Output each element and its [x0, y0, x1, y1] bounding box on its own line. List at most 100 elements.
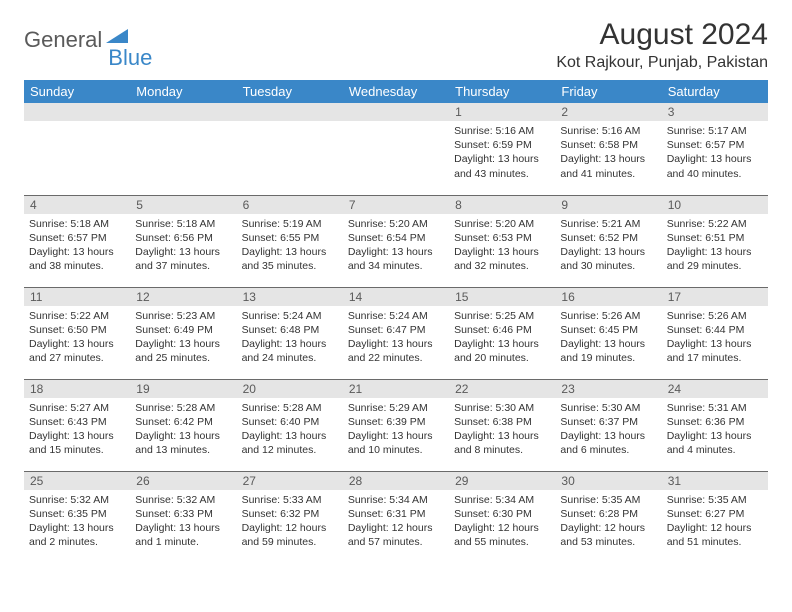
daylight-text: Daylight: 13 hours and 24 minutes. [242, 337, 338, 365]
day-cell: 19Sunrise: 5:28 AMSunset: 6:42 PMDayligh… [130, 379, 236, 471]
sunset-text: Sunset: 6:45 PM [560, 323, 656, 337]
sunrise-text: Sunrise: 5:25 AM [454, 309, 550, 323]
day-cell: 24Sunrise: 5:31 AMSunset: 6:36 PMDayligh… [662, 379, 768, 471]
daylight-text: Daylight: 13 hours and 8 minutes. [454, 429, 550, 457]
sunset-text: Sunset: 6:28 PM [560, 507, 656, 521]
sunrise-text: Sunrise: 5:21 AM [560, 217, 656, 231]
weekday-header: Thursday [449, 80, 555, 103]
day-number [343, 103, 449, 121]
logo-text-blue: Blue [108, 45, 152, 71]
sunset-text: Sunset: 6:30 PM [454, 507, 550, 521]
week-row: 4Sunrise: 5:18 AMSunset: 6:57 PMDaylight… [24, 195, 768, 287]
sunrise-text: Sunrise: 5:24 AM [242, 309, 338, 323]
daylight-text: Daylight: 13 hours and 40 minutes. [667, 152, 763, 180]
sunrise-text: Sunrise: 5:26 AM [667, 309, 763, 323]
sunrise-text: Sunrise: 5:17 AM [667, 124, 763, 138]
day-details: Sunrise: 5:28 AMSunset: 6:42 PMDaylight:… [130, 398, 236, 462]
sunset-text: Sunset: 6:46 PM [454, 323, 550, 337]
sunset-text: Sunset: 6:56 PM [135, 231, 231, 245]
day-number: 27 [237, 472, 343, 490]
day-details: Sunrise: 5:16 AMSunset: 6:59 PMDaylight:… [449, 121, 555, 185]
day-number [24, 103, 130, 121]
sunset-text: Sunset: 6:54 PM [348, 231, 444, 245]
daylight-text: Daylight: 12 hours and 55 minutes. [454, 521, 550, 549]
day-number: 8 [449, 196, 555, 214]
day-number: 1 [449, 103, 555, 121]
day-number: 31 [662, 472, 768, 490]
day-number: 22 [449, 380, 555, 398]
daylight-text: Daylight: 13 hours and 34 minutes. [348, 245, 444, 273]
sunrise-text: Sunrise: 5:20 AM [454, 217, 550, 231]
day-cell: 4Sunrise: 5:18 AMSunset: 6:57 PMDaylight… [24, 195, 130, 287]
day-number: 12 [130, 288, 236, 306]
sunset-text: Sunset: 6:42 PM [135, 415, 231, 429]
weekday-header: Tuesday [237, 80, 343, 103]
sunrise-text: Sunrise: 5:20 AM [348, 217, 444, 231]
day-cell: 11Sunrise: 5:22 AMSunset: 6:50 PMDayligh… [24, 287, 130, 379]
daylight-text: Daylight: 13 hours and 38 minutes. [29, 245, 125, 273]
sunrise-text: Sunrise: 5:32 AM [29, 493, 125, 507]
header: General Blue August 2024 Kot Rajkour, Pu… [24, 18, 768, 72]
sunset-text: Sunset: 6:49 PM [135, 323, 231, 337]
daylight-text: Daylight: 13 hours and 13 minutes. [135, 429, 231, 457]
day-details: Sunrise: 5:22 AMSunset: 6:50 PMDaylight:… [24, 306, 130, 370]
sunset-text: Sunset: 6:44 PM [667, 323, 763, 337]
day-details: Sunrise: 5:19 AMSunset: 6:55 PMDaylight:… [237, 214, 343, 278]
day-cell [237, 103, 343, 195]
week-row: 25Sunrise: 5:32 AMSunset: 6:35 PMDayligh… [24, 471, 768, 563]
sunset-text: Sunset: 6:40 PM [242, 415, 338, 429]
sunrise-text: Sunrise: 5:34 AM [348, 493, 444, 507]
sunset-text: Sunset: 6:57 PM [667, 138, 763, 152]
day-number: 10 [662, 196, 768, 214]
day-details: Sunrise: 5:34 AMSunset: 6:31 PMDaylight:… [343, 490, 449, 554]
daylight-text: Daylight: 13 hours and 10 minutes. [348, 429, 444, 457]
day-details: Sunrise: 5:24 AMSunset: 6:47 PMDaylight:… [343, 306, 449, 370]
day-details: Sunrise: 5:33 AMSunset: 6:32 PMDaylight:… [237, 490, 343, 554]
daylight-text: Daylight: 13 hours and 29 minutes. [667, 245, 763, 273]
sunrise-text: Sunrise: 5:23 AM [135, 309, 231, 323]
day-details: Sunrise: 5:32 AMSunset: 6:33 PMDaylight:… [130, 490, 236, 554]
week-row: 1Sunrise: 5:16 AMSunset: 6:59 PMDaylight… [24, 103, 768, 195]
day-number: 20 [237, 380, 343, 398]
location: Kot Rajkour, Punjab, Pakistan [556, 54, 768, 72]
day-cell: 16Sunrise: 5:26 AMSunset: 6:45 PMDayligh… [555, 287, 661, 379]
day-details: Sunrise: 5:17 AMSunset: 6:57 PMDaylight:… [662, 121, 768, 185]
day-number: 26 [130, 472, 236, 490]
day-details: Sunrise: 5:30 AMSunset: 6:37 PMDaylight:… [555, 398, 661, 462]
day-number [237, 103, 343, 121]
daylight-text: Daylight: 13 hours and 19 minutes. [560, 337, 656, 365]
day-details: Sunrise: 5:35 AMSunset: 6:27 PMDaylight:… [662, 490, 768, 554]
day-cell: 17Sunrise: 5:26 AMSunset: 6:44 PMDayligh… [662, 287, 768, 379]
daylight-text: Daylight: 13 hours and 20 minutes. [454, 337, 550, 365]
sunset-text: Sunset: 6:43 PM [29, 415, 125, 429]
daylight-text: Daylight: 13 hours and 15 minutes. [29, 429, 125, 457]
sunrise-text: Sunrise: 5:29 AM [348, 401, 444, 415]
day-cell: 6Sunrise: 5:19 AMSunset: 6:55 PMDaylight… [237, 195, 343, 287]
month-title: August 2024 [556, 18, 768, 52]
sunset-text: Sunset: 6:39 PM [348, 415, 444, 429]
sunset-text: Sunset: 6:57 PM [29, 231, 125, 245]
day-cell: 12Sunrise: 5:23 AMSunset: 6:49 PMDayligh… [130, 287, 236, 379]
day-number: 14 [343, 288, 449, 306]
day-cell: 30Sunrise: 5:35 AMSunset: 6:28 PMDayligh… [555, 471, 661, 563]
day-number: 19 [130, 380, 236, 398]
day-number: 18 [24, 380, 130, 398]
sunrise-text: Sunrise: 5:28 AM [135, 401, 231, 415]
sunset-text: Sunset: 6:32 PM [242, 507, 338, 521]
day-number: 9 [555, 196, 661, 214]
sunset-text: Sunset: 6:50 PM [29, 323, 125, 337]
day-details: Sunrise: 5:31 AMSunset: 6:36 PMDaylight:… [662, 398, 768, 462]
sunrise-text: Sunrise: 5:26 AM [560, 309, 656, 323]
logo-text-general: General [24, 27, 102, 53]
sunset-text: Sunset: 6:51 PM [667, 231, 763, 245]
day-details: Sunrise: 5:18 AMSunset: 6:56 PMDaylight:… [130, 214, 236, 278]
daylight-text: Daylight: 13 hours and 17 minutes. [667, 337, 763, 365]
sunrise-text: Sunrise: 5:32 AM [135, 493, 231, 507]
day-details: Sunrise: 5:27 AMSunset: 6:43 PMDaylight:… [24, 398, 130, 462]
sunset-text: Sunset: 6:55 PM [242, 231, 338, 245]
day-cell: 18Sunrise: 5:27 AMSunset: 6:43 PMDayligh… [24, 379, 130, 471]
day-number: 3 [662, 103, 768, 121]
sunrise-text: Sunrise: 5:18 AM [135, 217, 231, 231]
title-block: August 2024 Kot Rajkour, Punjab, Pakista… [556, 18, 768, 72]
sunset-text: Sunset: 6:33 PM [135, 507, 231, 521]
